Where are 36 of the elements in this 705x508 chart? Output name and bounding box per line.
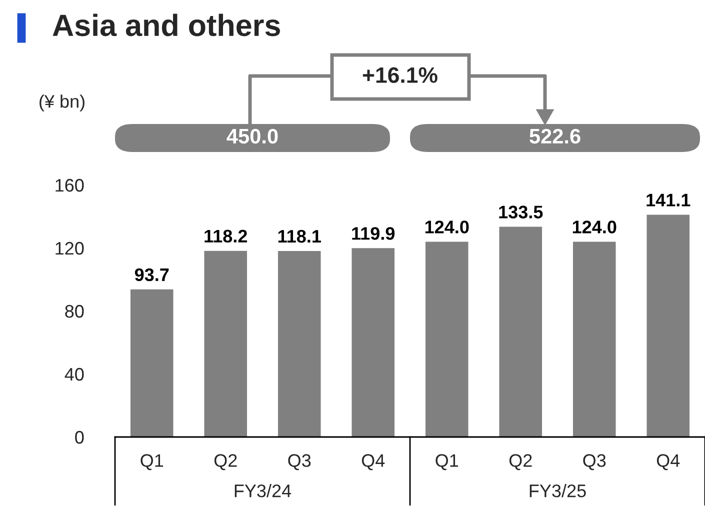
bar [130, 289, 174, 437]
data-label: 118.1 [278, 230, 321, 243]
bar [572, 242, 616, 437]
data-label: 119.9 [352, 227, 395, 240]
bar [646, 214, 690, 437]
chart-title: Asia and others [52, 14, 280, 36]
y-tick-label: 80 [65, 304, 84, 318]
x-tick-label: Q2 [509, 454, 532, 470]
x-tick-label: Q1 [436, 454, 458, 470]
text: +16.1% [362, 67, 438, 83]
bar [499, 226, 542, 437]
y-tick-label: 40 [64, 368, 84, 381]
data-label: 141.1 [646, 194, 690, 206]
bar [352, 248, 395, 437]
bar [204, 250, 248, 437]
y-tick-label: 120 [56, 242, 84, 255]
text: 450.0 [226, 128, 278, 144]
x-tick-label: Q4 [362, 454, 385, 470]
x-tick-label: Q1 [140, 454, 164, 470]
data-label: 133.5 [499, 206, 543, 218]
data-label: 118.2 [204, 230, 247, 243]
bar [278, 250, 321, 437]
y-tick-label: 160 [56, 178, 84, 192]
text: FY3/24 [234, 484, 292, 498]
x-tick-label: Q3 [583, 454, 606, 470]
y-tick-label: 0 [75, 430, 84, 444]
data-label: 124.0 [572, 220, 616, 234]
y-axis-title: (¥ bn) [40, 94, 84, 112]
x-tick-label: Q2 [214, 454, 237, 470]
bar [425, 242, 468, 437]
x-tick-label: Q4 [656, 454, 680, 470]
x-tick-label: Q3 [288, 454, 311, 470]
data-label: 93.7 [134, 268, 169, 282]
text: 522.6 [530, 128, 580, 144]
text: FY3/25 [530, 484, 586, 498]
data-label: 124.0 [425, 220, 469, 234]
